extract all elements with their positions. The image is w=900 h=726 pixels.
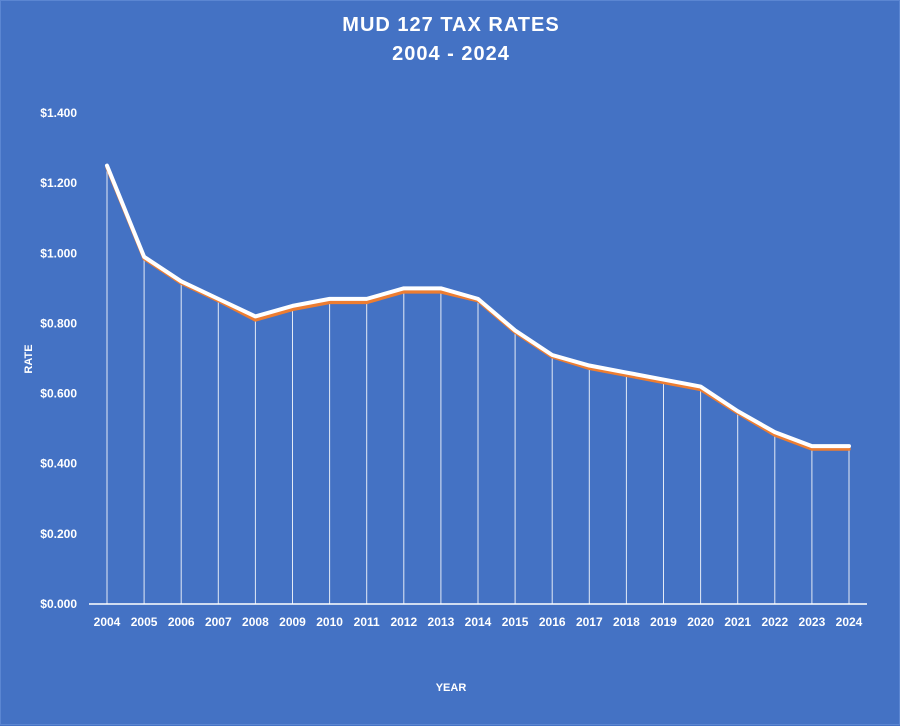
y-tick-label: $0.000 (40, 597, 77, 611)
y-tick-label: $1.400 (40, 106, 77, 120)
chart-subtitle: 2004 - 2024 (392, 43, 510, 65)
x-tick-label: 2013 (428, 615, 455, 629)
x-tick-label: 2006 (168, 615, 195, 629)
x-tick-label: 2018 (613, 615, 640, 629)
chart-title: MUD 127 TAX RATES (342, 14, 559, 36)
x-tick-label: 2016 (539, 615, 566, 629)
x-tick-label: 2011 (354, 615, 380, 629)
x-tick-label: 2009 (279, 615, 306, 629)
x-tick-label: 2017 (576, 615, 603, 629)
x-tick-label: 2020 (687, 615, 714, 629)
x-axis-title: YEAR (436, 682, 467, 694)
x-tick-label: 2021 (724, 615, 751, 629)
x-tick-label: 2019 (650, 615, 677, 629)
y-axis-ticks: $0.000 $0.200 $0.400 $0.600 $0.800 $1.000 $1.2… (40, 106, 77, 611)
x-tick-label: 2010 (316, 615, 343, 629)
x-tick-label: 2014 (465, 615, 492, 629)
x-tick-label: 2004 (94, 615, 121, 629)
y-tick-label: $0.200 (40, 527, 77, 541)
series-line-primary (105, 163, 851, 449)
x-tick-label: 2023 (799, 615, 826, 629)
x-tick-label: 2005 (131, 615, 158, 629)
drop-lines (106, 165, 850, 604)
y-tick-label: $0.800 (40, 316, 77, 330)
series-group (105, 163, 851, 451)
x-tick-label: 2008 (242, 615, 269, 629)
y-axis-title: RATE (23, 344, 35, 373)
x-axis-ticks: 2004 2005 2006 2007 2008 2009 2010 2011 2012 2013… (94, 615, 863, 629)
y-tick-label: $0.400 (40, 457, 77, 471)
x-tick-label: 2024 (836, 615, 863, 629)
x-tick-label: 2012 (390, 615, 417, 629)
y-tick-label: $1.200 (40, 176, 77, 190)
x-tick-label: 2022 (761, 615, 788, 629)
y-tick-label: $0.600 (40, 387, 77, 401)
y-tick-label: $1.000 (40, 246, 77, 260)
x-tick-label: 2015 (502, 615, 529, 629)
x-tick-label: 2007 (205, 615, 232, 629)
